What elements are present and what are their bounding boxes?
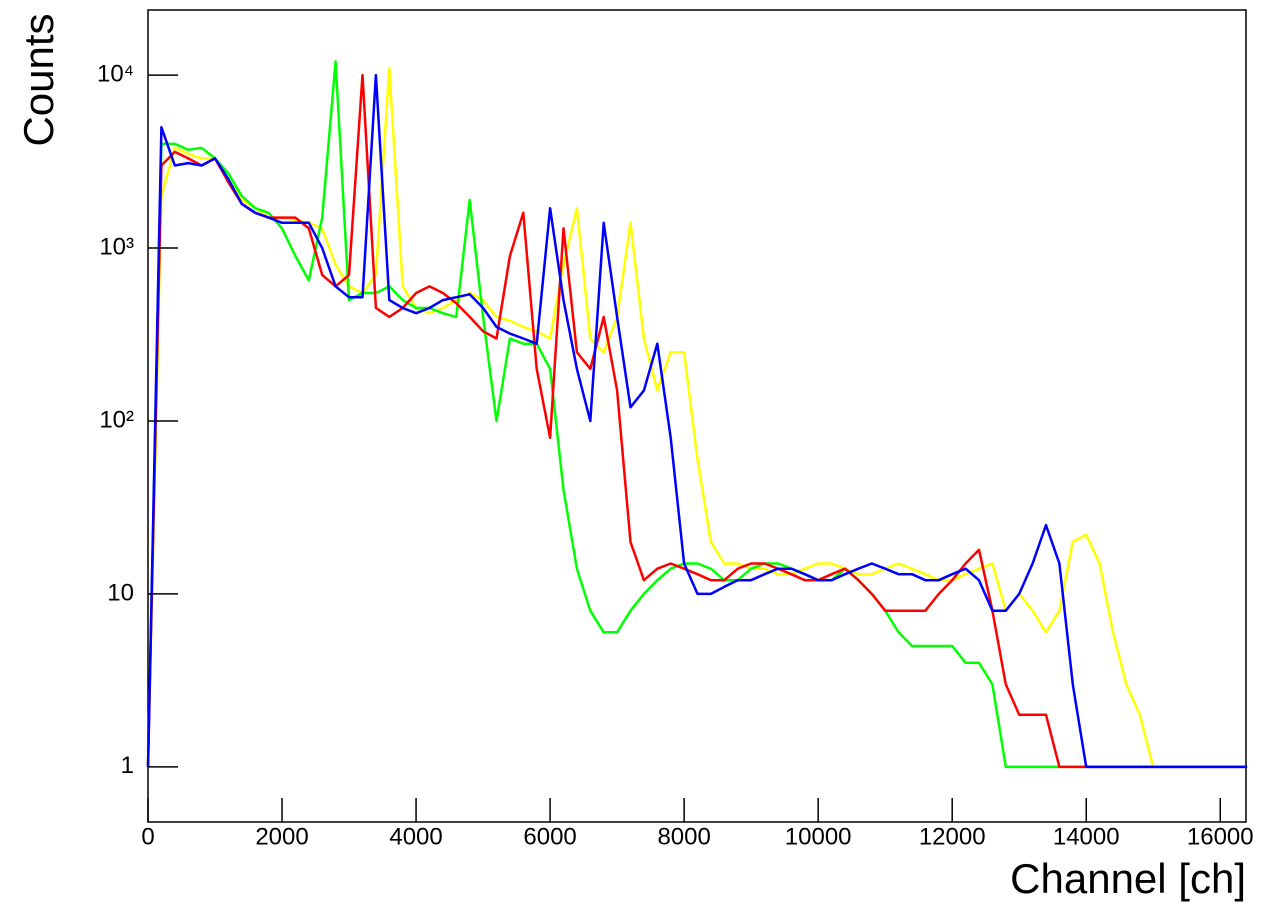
x-tick-label: 12000 xyxy=(919,823,986,850)
x-tick-label: 10000 xyxy=(785,823,852,850)
series-line xyxy=(146,73,1248,769)
y-tick-label: 10³ xyxy=(99,233,134,260)
x-tick-label: 4000 xyxy=(389,823,442,850)
x-axis-title: Channel [ch] xyxy=(1010,855,1246,902)
x-tick-label: 8000 xyxy=(657,823,710,850)
x-tick-label: 16000 xyxy=(1187,823,1254,850)
plot-frame xyxy=(147,9,1247,823)
x-tick-label: 14000 xyxy=(1053,823,1120,850)
y-tick-label: 10 xyxy=(107,579,134,606)
y-tick-label: 1 xyxy=(121,752,134,779)
series-line xyxy=(146,73,1248,769)
x-tick-label: 6000 xyxy=(523,823,576,850)
y-tick-label: 10⁴ xyxy=(97,60,134,87)
y-tick-label: 10² xyxy=(99,406,134,433)
series-line xyxy=(146,60,1248,769)
x-tick-label: 2000 xyxy=(255,823,308,850)
y-axis-title: Counts xyxy=(15,13,62,146)
series-line xyxy=(146,66,1248,769)
x-tick-label: 0 xyxy=(141,823,154,850)
